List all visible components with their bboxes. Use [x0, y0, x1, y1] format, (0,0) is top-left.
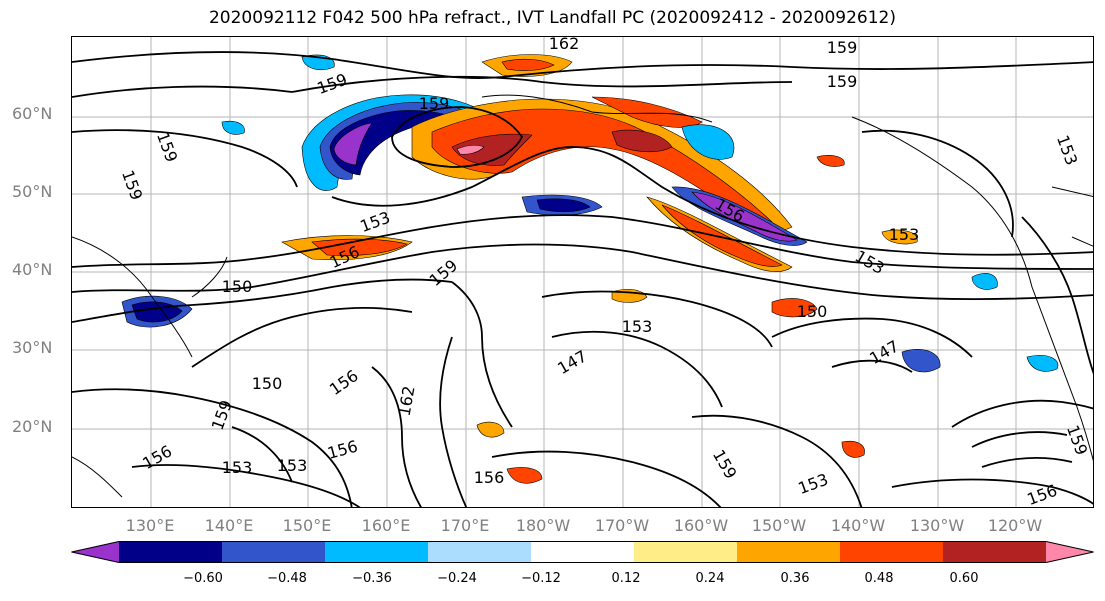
lon-label-180w: 180°W	[515, 516, 571, 535]
lon-label-150w: 150°W	[751, 516, 807, 535]
lon-label-160e: 160°E	[361, 516, 411, 535]
contour-label: 159	[315, 70, 350, 98]
colorbar-segment	[531, 541, 635, 563]
colorbar-outline	[71, 541, 1094, 563]
colorbar-tick: 0.36	[780, 571, 810, 586]
contour-label: 159	[208, 398, 236, 433]
contour-label: 156	[1025, 481, 1060, 508]
contour-label: 153	[222, 458, 253, 477]
contour-label: 159	[709, 446, 741, 482]
lat-label-20n: 20°N	[12, 417, 53, 436]
colorbar-segment	[634, 541, 738, 563]
contour-label: 162	[395, 384, 419, 417]
colorbar-segment	[222, 541, 326, 563]
contour-label: 150	[222, 277, 253, 296]
lat-label-50n: 50°N	[12, 182, 53, 201]
map-title: 2020092112 F042 500 hPa refract., IVT La…	[208, 8, 896, 28]
lat-label-60n: 60°N	[12, 104, 53, 123]
coastlines	[72, 94, 1093, 498]
lon-label-130w: 130°W	[909, 516, 965, 535]
map-plot: 162 159 159 159 159 159 156 159 153 156 …	[72, 37, 1093, 508]
colorbar-tick: −0.48	[267, 571, 307, 586]
contour-label: 147	[554, 346, 590, 378]
contour-label: 150	[797, 302, 828, 321]
colorbar-tick: 0.12	[611, 571, 641, 586]
colorbar-segment	[428, 541, 532, 563]
lon-label-130e: 130°E	[125, 516, 175, 535]
map-panel: 162 159 159 159 159 159 156 159 153 156 …	[71, 36, 1094, 508]
lat-label-30n: 30°N	[12, 338, 53, 357]
colorbar	[71, 541, 1094, 563]
colorbar-tick: 0.60	[949, 571, 979, 586]
contour-label: 156	[139, 441, 175, 473]
contour-lines	[72, 51, 1093, 507]
contour-label: 159	[827, 72, 858, 91]
colorbar-tick: −0.24	[437, 571, 477, 586]
colorbar-tick: 0.24	[695, 571, 725, 586]
contour-label: 156	[325, 437, 359, 463]
lon-label-170w: 170°W	[594, 516, 650, 535]
contour-label: 147	[866, 336, 902, 368]
contour-label: 153	[277, 456, 308, 475]
contour-label: 153	[796, 470, 831, 498]
colorbar-segment	[943, 541, 1047, 563]
lon-label-140w: 140°W	[830, 516, 886, 535]
colorbar-extend-low	[71, 541, 119, 563]
contour-label: 159	[1063, 423, 1091, 458]
contour-label: 159	[419, 94, 450, 113]
contour-label: 153	[622, 317, 653, 336]
contour-label: 156	[326, 366, 362, 399]
lat-label-40n: 40°N	[12, 260, 53, 279]
lon-label-140e: 140°E	[204, 516, 254, 535]
colorbar-tick: −0.12	[521, 571, 561, 586]
colorbar-segment	[325, 541, 429, 563]
lon-label-150e: 150°E	[282, 516, 332, 535]
colorbar-segment	[737, 541, 841, 563]
colorbar-tick: −0.60	[183, 571, 223, 586]
colorbar-extend-high	[1046, 541, 1094, 563]
contour-label: 162	[549, 37, 580, 53]
contour-value-labels: 162 159 159 159 159 159 156 159 153 156 …	[118, 37, 1091, 508]
contour-label: 153	[852, 246, 888, 278]
contour-label: 156	[474, 468, 505, 487]
lon-label-160w: 160°W	[673, 516, 729, 535]
contour-label: 153	[1053, 133, 1081, 168]
lon-label-170e: 170°E	[440, 516, 490, 535]
colorbar-tick: −0.36	[352, 571, 392, 586]
contour-label: 150	[252, 374, 283, 393]
contour-label: 159	[827, 38, 858, 57]
colorbar-segment	[840, 541, 944, 563]
colorbar-segment	[119, 541, 223, 563]
contour-label: 159	[118, 168, 146, 203]
refractivity-shading	[121, 54, 1059, 484]
contour-label: 153	[889, 225, 920, 244]
lon-label-120w: 120°W	[987, 516, 1043, 535]
colorbar-tick: 0.48	[864, 571, 894, 586]
contour-label: 159	[153, 130, 181, 165]
